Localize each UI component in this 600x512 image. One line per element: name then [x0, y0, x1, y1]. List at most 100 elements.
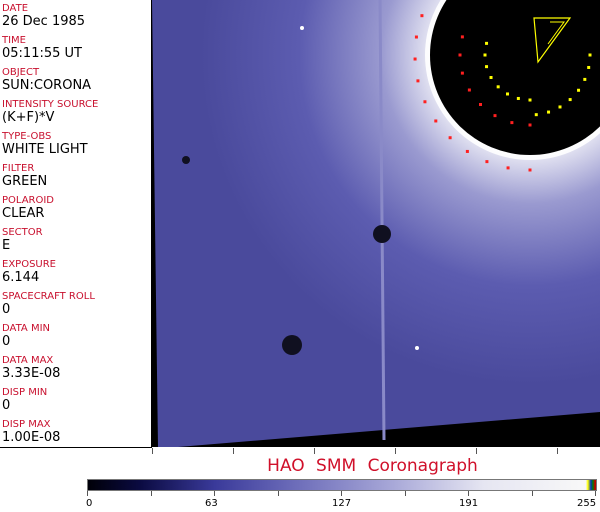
field-sector: SECTOR E	[2, 227, 43, 253]
field-data-max: DATA MAX 3.33E-08	[2, 355, 60, 381]
marker-dot	[528, 123, 532, 127]
field-label: TIME	[2, 35, 27, 46]
colorbar-tick-label: 191	[459, 498, 479, 509]
axis-tick	[476, 448, 477, 454]
marker-dot	[485, 41, 489, 45]
field-label: POLAROID	[2, 195, 55, 206]
axis-tick	[314, 448, 315, 454]
field-value: 0	[2, 398, 11, 413]
field-type-obs: TYPE-OBS WHITE LIGHT	[2, 131, 88, 157]
field-value: E	[2, 238, 11, 253]
marker-dot	[583, 77, 587, 81]
north-indicator-inner	[547, 21, 565, 45]
marker-dot	[493, 114, 497, 118]
coronagraph-image	[152, 0, 600, 447]
field-value: CLEAR	[2, 206, 45, 221]
marker-dot	[414, 35, 418, 39]
field-value: 26 Dec 1985	[2, 14, 86, 29]
pylon-streak	[378, 0, 386, 441]
field-polaroid: POLAROID CLEAR	[2, 195, 54, 221]
marker-dot	[479, 102, 483, 106]
field-object: OBJECT SUN:CORONA	[2, 67, 91, 93]
marker-dot	[496, 85, 500, 89]
colorbar-tick-label: 63	[205, 498, 218, 509]
field-label: TYPE-OBS	[2, 131, 52, 142]
marker-dot	[465, 149, 469, 153]
marker-dot	[558, 105, 562, 109]
marker-dot	[448, 136, 452, 140]
field-label: FILTER	[2, 163, 35, 174]
header-info-panel: DATE 26 Dec 1985 TIME 05:11:55 UT OBJECT SUN:…	[0, 0, 152, 448]
colorbar-tick	[214, 491, 215, 496]
marker-dot	[568, 98, 572, 102]
field-value: SUN:CORONA	[2, 78, 92, 93]
marker-dot	[489, 76, 493, 79]
marker-dot	[485, 160, 489, 164]
field-label: DATE	[2, 3, 29, 14]
colorbar	[87, 479, 597, 491]
field-value: WHITE LIGHT	[2, 142, 88, 157]
axis-tick	[557, 448, 558, 454]
field-value: 3.33E-08	[2, 366, 61, 381]
field-disp-max: DISP MAX 1.00E-08	[2, 419, 60, 445]
field-label: SECTOR	[2, 227, 43, 238]
colorbar-tick	[277, 491, 279, 496]
colorbar-tick	[531, 491, 533, 496]
colorbar-tick	[87, 491, 88, 496]
marker-dot	[467, 88, 471, 92]
field-value: 6.144	[2, 270, 40, 285]
colorbar-tick	[341, 491, 342, 496]
field-date: DATE 26 Dec 1985	[2, 3, 85, 29]
marker-dot	[423, 100, 427, 104]
marker-dot	[510, 121, 514, 125]
dust-spot	[282, 335, 302, 355]
field-label: DISP MAX	[2, 419, 51, 430]
marker-dot	[485, 65, 489, 69]
colorbar-tick	[468, 491, 469, 496]
colorbar-tick	[404, 491, 406, 496]
occulter-disk	[430, 0, 600, 155]
field-label: DATA MAX	[2, 355, 54, 366]
marker-dot	[458, 53, 462, 57]
marker-dot	[516, 96, 520, 100]
axis-tick	[395, 448, 396, 454]
field-data-min: DATA MIN 0	[2, 323, 50, 349]
field-disp-min: DISP MIN 0	[2, 387, 47, 413]
star	[300, 26, 304, 30]
dust-spot	[182, 156, 190, 164]
field-value: 0	[2, 302, 11, 317]
field-label: DISP MIN	[2, 387, 48, 398]
field-label: DATA MIN	[2, 323, 50, 334]
marker-dot	[547, 110, 551, 114]
marker-dot	[588, 53, 592, 57]
field-spacecraft-roll: SPACECRAFT ROLL 0	[2, 291, 95, 317]
marker-dot	[460, 35, 464, 39]
marker-dot	[460, 71, 464, 75]
field-value: (K+F)*V	[2, 110, 55, 125]
star	[415, 346, 419, 350]
marker-dot	[416, 79, 420, 83]
field-label: INTENSITY SOURCE	[2, 99, 99, 110]
field-value: 05:11:55 UT	[2, 46, 82, 61]
field-label: SPACECRAFT ROLL	[2, 291, 95, 302]
north-indicator	[533, 17, 572, 64]
marker-dot	[483, 53, 487, 57]
colorbar-tick	[595, 491, 596, 496]
marker-dot	[534, 113, 538, 117]
marker-dot	[528, 168, 532, 172]
colorbar-tick-label: 255	[577, 498, 597, 509]
field-time: TIME 05:11:55 UT	[2, 35, 82, 61]
axis-tick	[152, 448, 153, 454]
field-exposure: EXPOSURE 6.144	[2, 259, 56, 285]
field-filter: FILTER GREEN	[2, 163, 47, 189]
marker-dot	[506, 166, 510, 170]
colorbar-tick-label: 0	[86, 498, 93, 509]
field-value: 0	[2, 334, 11, 349]
field-value: GREEN	[2, 174, 48, 189]
colorbar-tick	[150, 491, 152, 496]
field-label: EXPOSURE	[2, 259, 57, 270]
marker-dot	[506, 92, 509, 96]
overlay-markers	[413, 14, 592, 172]
field-intensity-source: INTENSITY SOURCE (K+F)*V	[2, 99, 98, 125]
marker-dot	[528, 98, 532, 102]
